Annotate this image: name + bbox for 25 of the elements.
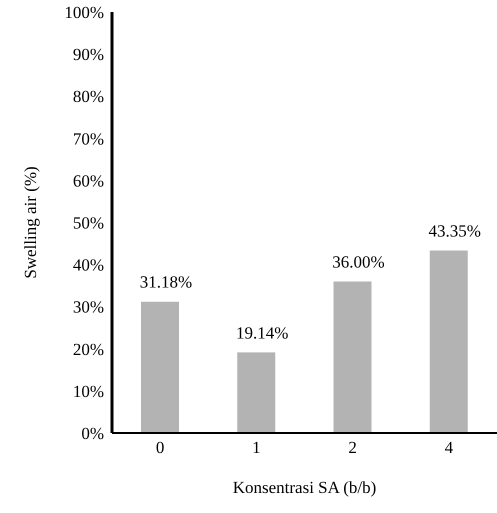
y-tick-label: 20% (72, 340, 104, 359)
y-tick-label: 10% (72, 382, 104, 401)
y-tick-label: 60% (72, 171, 104, 190)
x-axis-title: Konsentrasi SA (b/b) (232, 478, 376, 497)
bar (334, 281, 372, 433)
y-axis-title: Swelling air (%) (21, 166, 40, 279)
y-tick-label: 30% (72, 298, 104, 317)
y-tick-label: 50% (72, 214, 104, 233)
x-tick-label: 2 (348, 438, 357, 458)
x-tick-label: 4 (444, 438, 454, 458)
bar (237, 352, 276, 433)
data-label: 19.14% (236, 323, 288, 342)
data-label: 43.35% (428, 221, 481, 240)
y-tick-label: 0% (81, 424, 104, 444)
bar (430, 250, 468, 433)
x-tick-label: 1 (252, 438, 261, 458)
y-tick-label: 70% (72, 129, 104, 148)
y-tick-label: 40% (72, 256, 104, 275)
x-tick-label: 0 (156, 438, 164, 458)
y-tick-label: 80% (72, 87, 104, 106)
y-tick-label: 100% (64, 3, 104, 22)
bar (141, 302, 179, 433)
data-label: 36.00% (332, 252, 385, 272)
data-label: 31.18% (140, 272, 192, 292)
y-tick-label: 90% (72, 45, 104, 64)
